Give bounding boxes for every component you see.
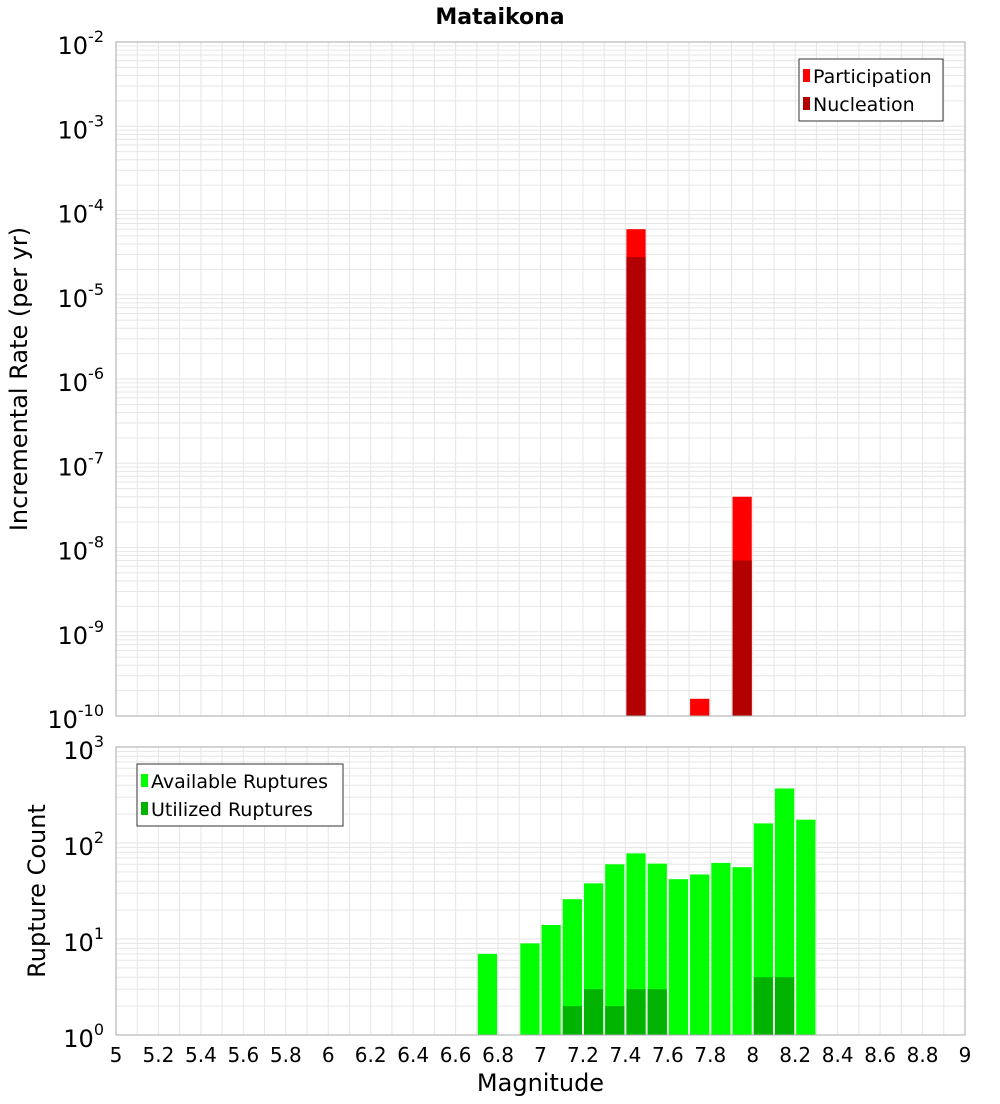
bar	[605, 1006, 625, 1035]
bar	[690, 874, 710, 1035]
y-tick-label: 10-6	[58, 364, 105, 397]
y-tick-label: 10-3	[58, 111, 105, 144]
y-tick-label: 101	[63, 924, 104, 957]
bar	[774, 788, 795, 1035]
legend-box	[136, 763, 344, 827]
rate-panel: 10-10 10-9 10-8 10-7 10-6 10-5 10-4 10-3 10-2 Inc…	[5, 27, 966, 734]
x-tick-label: 6.8	[482, 1043, 514, 1067]
x-tick-label: 5.8	[270, 1043, 302, 1067]
bar	[477, 953, 498, 1035]
y-axis-label: Incremental Rate (per yr)	[5, 227, 33, 531]
x-tick-label: 6.6	[440, 1043, 472, 1067]
y-tick-label: 10-5	[58, 280, 105, 313]
x-axis-label: Magnitude	[477, 1069, 604, 1097]
grid-lines	[115, 747, 966, 1036]
x-tick-label: 5.2	[143, 1043, 175, 1067]
bar	[647, 989, 667, 1035]
x-tick-label: 5.6	[227, 1043, 259, 1067]
x-tick-label: 9	[959, 1043, 972, 1067]
y-tick-label: 10-8	[58, 533, 105, 566]
chart-title: Mataikona	[435, 5, 564, 30]
x-tick-label: 8	[746, 1043, 759, 1067]
y-tick-label: 100	[63, 1020, 104, 1053]
plot-border	[115, 41, 966, 717]
y-tick-label: 102	[63, 828, 104, 861]
x-tick-label: 8.4	[822, 1043, 854, 1067]
bar	[541, 924, 561, 1035]
legend: Available Ruptures Utilized Ruptures	[136, 763, 344, 827]
x-tick-label: 8.8	[907, 1043, 939, 1067]
legend-label: Available Ruptures	[151, 771, 328, 793]
legend-swatch	[141, 802, 148, 815]
legend: Participation Nucleation	[798, 58, 944, 122]
bar	[562, 899, 582, 1035]
x-tick-label: 6	[322, 1043, 335, 1067]
x-tick-label: 8.6	[864, 1043, 896, 1067]
bar	[796, 819, 816, 1035]
bar	[520, 943, 540, 1035]
y-tick-label: 10-10	[47, 701, 104, 734]
x-tick-label: 7.8	[694, 1043, 726, 1067]
bar	[711, 862, 731, 1035]
x-tick-label: 6.4	[397, 1043, 429, 1067]
legend-swatch	[803, 97, 810, 110]
y-tick-label: 10-2	[58, 27, 105, 60]
x-tick-label: 7.6	[652, 1043, 684, 1067]
bar	[605, 864, 625, 1035]
x-tick-label: 5.4	[185, 1043, 217, 1067]
x-tick-label: 8.2	[779, 1043, 811, 1067]
legend-box	[798, 58, 944, 122]
x-tick-label: 7.4	[609, 1043, 641, 1067]
bar	[668, 879, 689, 1035]
bar	[562, 1006, 582, 1035]
bar	[690, 698, 710, 716]
plot-border	[115, 746, 966, 1036]
bar	[626, 257, 646, 716]
x-tick-label: 6.2	[355, 1043, 387, 1067]
bar	[732, 867, 752, 1035]
bar	[774, 977, 795, 1035]
bar	[583, 989, 604, 1035]
legend-swatch	[141, 774, 148, 787]
y-axis-label: Rupture Count	[23, 804, 51, 978]
legend-label: Utilized Ruptures	[151, 799, 313, 821]
bar	[626, 989, 646, 1035]
grid-lines	[115, 42, 966, 717]
x-tick-label: 7.2	[567, 1043, 599, 1067]
x-tick-label: 5	[110, 1043, 123, 1067]
bar	[732, 560, 752, 716]
y-tick-label: 10-4	[58, 196, 105, 229]
series-available-ruptures	[477, 788, 816, 1035]
series-utilized-ruptures	[562, 977, 795, 1035]
y-tick-label: 10-9	[58, 617, 105, 650]
y-tick-label: 103	[63, 732, 104, 765]
legend-label: Nucleation	[813, 94, 915, 116]
legend-label: Participation	[813, 66, 932, 88]
bar	[753, 977, 773, 1035]
y-tick-label: 10-7	[58, 448, 105, 481]
legend-swatch	[803, 69, 810, 82]
x-tick-label: 7	[534, 1043, 547, 1067]
series-nucleation	[626, 257, 752, 716]
